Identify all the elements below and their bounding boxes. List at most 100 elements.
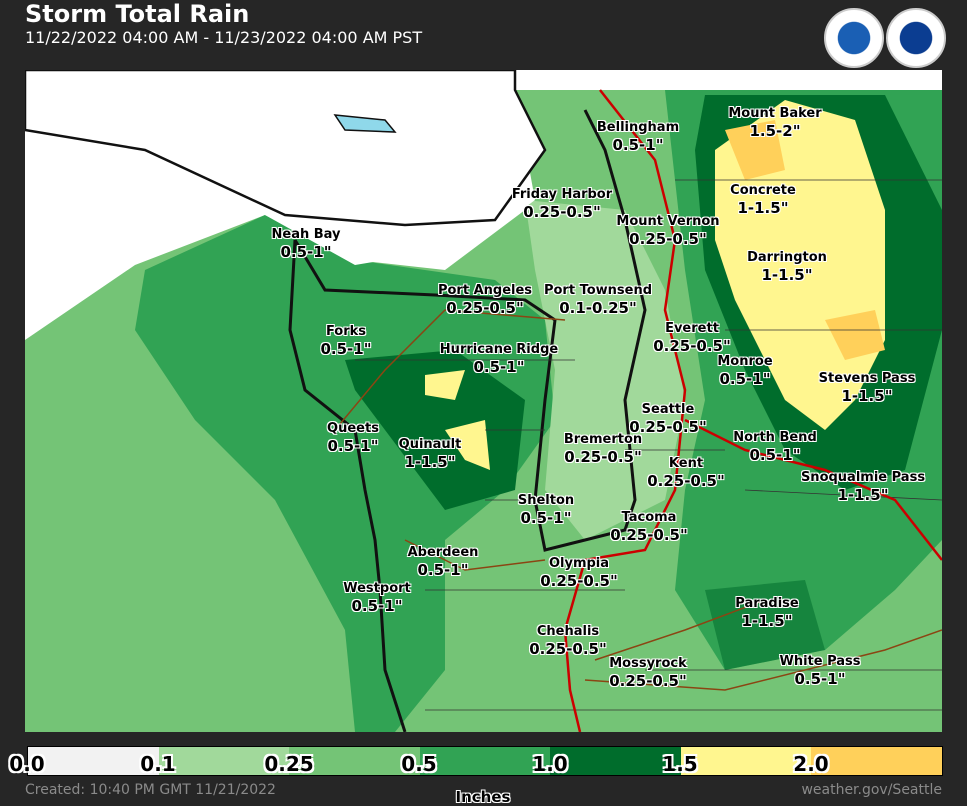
- valid-period: 11/22/2022 04:00 AM - 11/23/2022 04:00 A…: [25, 28, 423, 47]
- rain-value: 0.25-0.5": [609, 672, 687, 690]
- location-label: Everett 0.25-0.5": [653, 320, 731, 356]
- location-label: Queets 0.5-1": [327, 420, 379, 456]
- rain-value: 0.25-0.5": [647, 472, 725, 490]
- location-label: Olympia 0.25-0.5": [540, 555, 618, 591]
- location-name: Snoqualmie Pass: [800, 470, 926, 485]
- rain-value: 1-1.5": [404, 453, 456, 471]
- rain-value: 1-1.5": [741, 612, 793, 630]
- location-label: Quinault 1-1.5": [399, 436, 462, 472]
- location-label: North Bend 0.5-1": [733, 429, 817, 465]
- location-name: North Bend: [733, 430, 817, 445]
- location-label: Kent 0.25-0.5": [647, 455, 725, 491]
- location-name: Monroe: [717, 354, 773, 369]
- location-name: Chehalis: [536, 624, 600, 639]
- location-label: Stevens Pass 1-1.5": [819, 370, 916, 406]
- rain-value: 0.5-1": [327, 437, 379, 455]
- location-label: Neah Bay 0.5-1": [271, 226, 340, 262]
- location-label: Westport 0.5-1": [343, 580, 411, 616]
- interstate-90: [684, 418, 942, 561]
- location-label: Shelton 0.5-1": [518, 492, 574, 528]
- zone-1-1.5-olympics: [345, 350, 525, 510]
- lake: [333, 114, 397, 133]
- interstate-5: [563, 89, 687, 732]
- noaa-logo: [824, 8, 884, 68]
- location-name: White Pass: [779, 654, 861, 669]
- location-label: Mount Vernon 0.25-0.5": [616, 213, 719, 249]
- source-link[interactable]: weather.gov/Seattle: [801, 782, 942, 798]
- zone-1.5-2-olympics: [425, 370, 490, 470]
- legend-swatch: [419, 747, 551, 775]
- created-timestamp: Created: 10:40 PM GMT 11/21/2022: [25, 782, 276, 798]
- location-label: Paradise 1-1.5": [735, 595, 798, 631]
- rain-value: 0.25-0.5": [653, 337, 731, 355]
- location-name: Hurricane Ridge: [439, 342, 559, 357]
- legend-swatch: [158, 747, 290, 775]
- location-name: Olympia: [548, 556, 610, 571]
- zone-1-1.5-paradise: [705, 580, 825, 670]
- rain-value: 0.5-1": [520, 509, 572, 527]
- location-name: Seattle: [641, 402, 695, 417]
- rain-value: 1.5-2": [749, 122, 801, 140]
- location-label: Monroe 0.5-1": [717, 353, 772, 389]
- location-name: Paradise: [735, 596, 799, 611]
- county-lines: [355, 179, 942, 711]
- legend-tick: 1.0: [532, 752, 568, 776]
- river-lines: [334, 309, 942, 691]
- map-title: Storm Total Rain: [25, 0, 250, 28]
- rain-value: 0.5-1": [280, 243, 332, 261]
- location-name: Shelton: [517, 493, 575, 508]
- location-label: Chehalis 0.25-0.5": [529, 623, 607, 659]
- rain-value: 0.5-1": [473, 358, 525, 376]
- canada-land: [25, 70, 547, 227]
- rain-value: 0.25-0.5": [540, 572, 618, 590]
- location-label: Snoqualmie Pass 1-1.5": [801, 469, 925, 505]
- location-label: Mossyrock 0.25-0.5": [609, 655, 687, 691]
- coastline: [288, 109, 647, 732]
- location-label: Mount Baker 1.5-2": [728, 105, 821, 141]
- rain-value: 1-1.5": [841, 387, 893, 405]
- rain-value: 0.25-0.5": [529, 640, 607, 658]
- nws-logo: [886, 8, 946, 68]
- rain-value: 0.5-1": [351, 597, 403, 615]
- rain-value: 0.5-1": [417, 561, 469, 579]
- location-label: Hurricane Ridge 0.5-1": [440, 341, 558, 377]
- rain-value: 0.5-1": [749, 446, 801, 464]
- location-name: Mossyrock: [609, 656, 687, 671]
- location-label: Aberdeen 0.5-1": [408, 544, 479, 580]
- location-name: Kent: [668, 456, 704, 471]
- location-name: Westport: [343, 581, 411, 596]
- zone-0.25-0.5-sound: [525, 200, 685, 540]
- location-name: Neah Bay: [271, 227, 341, 242]
- rain-value: 1-1.5": [837, 486, 889, 504]
- legend-swatch: [811, 747, 943, 775]
- location-name: Mount Vernon: [616, 214, 720, 229]
- location-label: Tacoma 0.25-0.5": [610, 509, 688, 545]
- rain-value: 0.25-0.5": [610, 526, 688, 544]
- location-label: Bellingham 0.5-1": [597, 119, 679, 155]
- rain-value: 1-1.5": [737, 199, 789, 217]
- location-label: Port Townsend 0.1-0.25": [544, 282, 652, 318]
- rain-value: 0.5-1": [794, 670, 846, 688]
- legend-tick: 0.1: [140, 752, 176, 776]
- rain-value: 0.1-0.25": [559, 299, 637, 317]
- rain-value: 0.25-0.5": [446, 299, 524, 317]
- rain-value: 0.25-0.5": [523, 203, 601, 221]
- rain-value: 0.25-0.5": [629, 418, 707, 436]
- location-name: Bremerton: [563, 432, 643, 447]
- rain-value: 0.5-1": [719, 370, 771, 388]
- rainfall-map: Mount Baker 1.5-2" Bellingham 0.5-1" Frida…: [25, 70, 942, 732]
- location-label: Port Angeles 0.25-0.5": [438, 282, 532, 318]
- legend-tick: 0.25: [264, 752, 314, 776]
- location-name: Aberdeen: [407, 545, 479, 560]
- color-legend: [27, 746, 943, 776]
- location-label: Seattle 0.25-0.5": [629, 401, 707, 437]
- rain-value: 0.5-1": [612, 136, 664, 154]
- location-label: Forks 0.5-1": [320, 323, 371, 359]
- location-name: Friday Harbor: [511, 187, 613, 202]
- rain-value: 0.5-1": [320, 340, 372, 358]
- location-name: Port Townsend: [543, 283, 653, 298]
- location-label: Darrington 1-1.5": [747, 249, 827, 285]
- location-label: Friday Harbor 0.25-0.5": [512, 186, 612, 222]
- rain-value: 1-1.5": [761, 266, 813, 284]
- location-name: Queets: [327, 421, 379, 436]
